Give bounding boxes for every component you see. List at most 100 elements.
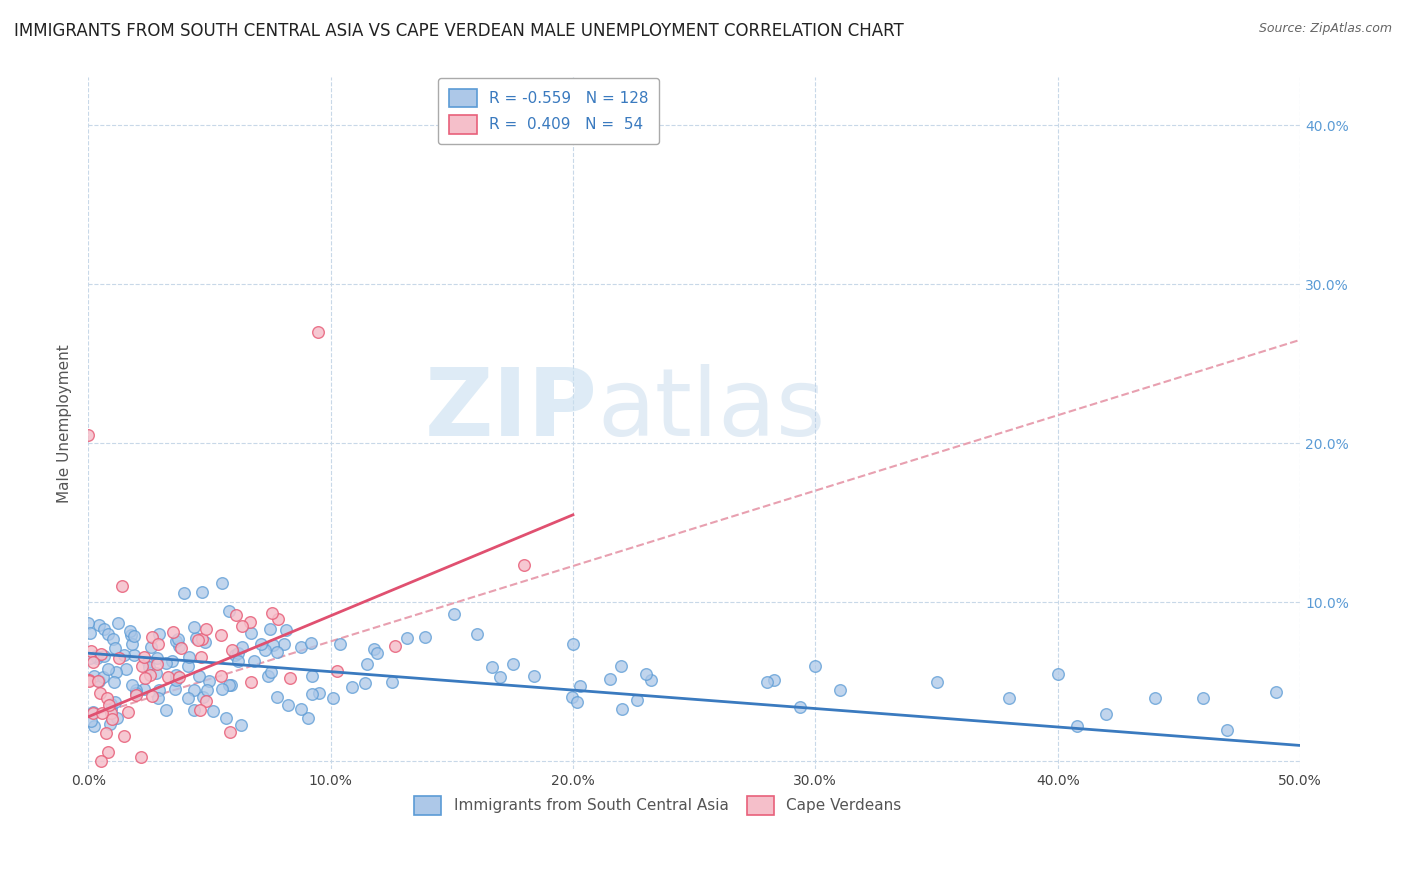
Point (242, 654, 264, 668)
Point (231, 619, 253, 633)
Point (755, 674, 778, 689)
Point (322, 690, 344, 705)
Point (124, 688, 146, 702)
Point (100, 702, 122, 716)
Point (467, 626, 489, 640)
Point (86, 651, 108, 665)
Point (239, 615, 262, 630)
Point (97, 662, 120, 676)
Point (89, 686, 111, 700)
Point (226, 647, 249, 661)
Point (396, 631, 419, 645)
Point (326, 664, 349, 678)
Point (610, 702, 633, 716)
Point (240, 626, 263, 640)
Point (165, 682, 187, 697)
Point (481, 659, 503, 673)
Point (1095, 706, 1118, 721)
Point (307, 325, 329, 339)
Point (111, 579, 134, 593)
Point (250, 637, 273, 651)
Point (121, 637, 143, 651)
Point (148, 690, 170, 705)
Point (98, 698, 121, 712)
Point (209, 628, 232, 642)
Point (89, 618, 111, 632)
Point (121, 627, 143, 641)
Point (260, 606, 283, 620)
Point (97, 626, 120, 640)
Point (599, 672, 621, 686)
Point (101, 712, 124, 726)
Point (176, 691, 198, 706)
Point (489, 670, 512, 684)
Point (80, 643, 103, 657)
Point (183, 683, 205, 698)
Point (523, 669, 546, 683)
Point (91, 670, 114, 684)
Point (79, 651, 101, 665)
Point (224, 648, 246, 663)
Point (90, 706, 112, 720)
Point (267, 612, 290, 626)
Point (93, 649, 115, 664)
Point (165, 634, 187, 648)
Point (561, 690, 583, 704)
Point (218, 725, 240, 739)
Y-axis label: Male Unemployment: Male Unemployment (58, 344, 72, 503)
Point (221, 643, 243, 657)
Point (259, 622, 281, 636)
Point (138, 660, 160, 674)
Point (132, 682, 155, 697)
Point (231, 718, 253, 732)
Point (167, 632, 190, 647)
Point (290, 702, 312, 716)
Point (513, 558, 536, 573)
Point (148, 683, 170, 698)
Point (165, 668, 187, 682)
Point (96, 691, 118, 706)
Point (925, 674, 948, 689)
Point (804, 659, 827, 673)
Point (139, 667, 162, 681)
Point (209, 669, 232, 683)
Point (329, 637, 352, 651)
Point (567, 695, 589, 709)
Point (141, 630, 163, 644)
Point (83, 719, 105, 733)
Point (136, 655, 159, 669)
Point (96, 726, 118, 740)
Point (381, 674, 404, 689)
Point (278, 672, 301, 686)
Point (225, 607, 247, 622)
Point (104, 640, 127, 655)
Point (194, 635, 217, 649)
Point (998, 690, 1021, 705)
Point (191, 584, 214, 599)
Point (125, 686, 148, 700)
Point (211, 575, 233, 590)
Point (90, 755, 112, 769)
Point (1216, 723, 1239, 737)
Point (274, 624, 297, 638)
Point (277, 698, 299, 712)
Point (297, 711, 319, 725)
Point (1143, 690, 1166, 705)
Point (187, 669, 209, 683)
Point (100, 697, 122, 711)
Point (125, 683, 148, 698)
Point (103, 675, 125, 690)
Point (93, 623, 115, 637)
Point (117, 705, 139, 719)
Point (254, 643, 277, 657)
Point (145, 665, 167, 680)
Text: Source: ZipAtlas.com: Source: ZipAtlas.com (1258, 22, 1392, 36)
Point (301, 688, 323, 702)
Point (1192, 690, 1215, 705)
Point (562, 637, 585, 651)
Point (90, 648, 112, 662)
Point (132, 650, 155, 665)
Point (201, 704, 224, 718)
Point (167, 639, 190, 653)
Point (156, 670, 179, 684)
